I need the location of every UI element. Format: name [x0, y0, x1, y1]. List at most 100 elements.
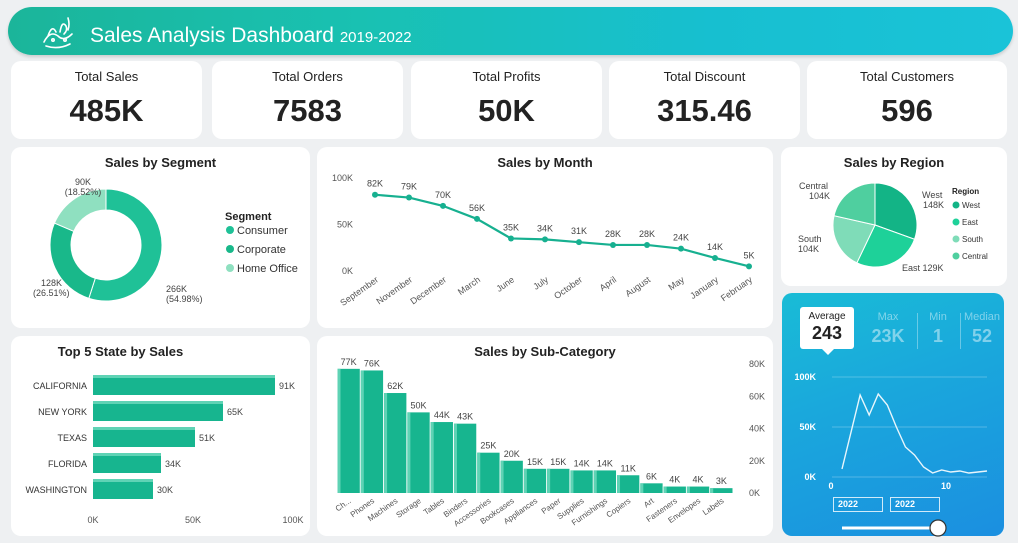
month-line-chart[interactable]: 100K 50K 0K 82K September 79K November 70K Decem…	[317, 147, 773, 328]
state-chart-card[interactable]: Top 5 State by Sales CALIFORNIA 91K NEW YO…	[11, 336, 310, 536]
segment-data-label: 266K	[166, 284, 187, 294]
subcat-data-label: 25K	[480, 441, 496, 451]
subcat-bar-highlight	[430, 422, 434, 493]
median-tile[interactable]: Median 52	[963, 311, 1001, 347]
month-y-tick: 50K	[337, 220, 353, 230]
month-point	[440, 202, 446, 209]
state-category-label: NEW YORK	[38, 407, 87, 417]
state-bar-highlight	[93, 401, 223, 404]
state-bar-highlight	[93, 479, 153, 482]
title-years: 2019-2022	[339, 29, 412, 46]
month-data-label: 56K	[469, 203, 485, 213]
month-chart-title: Sales by Month	[497, 155, 593, 170]
stats-y-tick: 100K	[794, 372, 816, 382]
state-bar-chart[interactable]: CALIFORNIA 91K NEW YORK 65K TEXAS 51K FLORIDA 3…	[11, 336, 310, 536]
dashboard-header: Sales Analysis Dashboard 2019-2022	[8, 7, 1013, 55]
segment-legend-title: Segment	[225, 211, 272, 223]
region-legend-marker	[952, 252, 960, 260]
subcat-column-chart[interactable]: 80K60K40K20K0K77KCh...76KPhones62KMachin…	[317, 336, 773, 536]
month-point	[406, 194, 412, 201]
date-to-input[interactable]: 2022	[890, 497, 940, 512]
subcat-x-tick: Copiers	[605, 496, 633, 519]
month-data-label: 28K	[605, 229, 621, 239]
state-data-label: 34K	[165, 459, 181, 469]
month-x-tick: May	[666, 274, 686, 292]
stats-divider	[917, 313, 918, 349]
date-from-input[interactable]: 2022	[833, 497, 883, 512]
month-data-label: 35K	[503, 222, 519, 232]
month-x-tick: March	[456, 274, 482, 297]
segment-data-pct: (18.52%)	[65, 187, 102, 197]
subcat-bar	[570, 470, 593, 493]
region-legend-title: Region	[952, 187, 979, 196]
state-bar	[93, 427, 195, 447]
stats-sparkline	[841, 392, 988, 474]
month-point	[474, 215, 480, 222]
region-legend-item: Central	[962, 252, 988, 261]
segment-legend-item: Consumer	[237, 225, 288, 237]
region-chart-title: Sales by Region	[843, 155, 945, 170]
kpi-value: 315.46	[657, 93, 752, 128]
average-value: 243	[811, 323, 843, 343]
region-slice-south	[832, 215, 876, 264]
region-chart-card[interactable]: Sales by Region West 148K East 129K South 10…	[781, 147, 1007, 286]
kpi-label: Total Customers	[860, 69, 954, 84]
average-tile[interactable]: Average 243	[800, 307, 854, 355]
subcat-y-tick: 20K	[749, 456, 765, 466]
subcat-data-label: 15K	[527, 457, 543, 467]
month-point	[610, 241, 616, 248]
month-series-line	[374, 193, 750, 268]
title-text: Sales Analysis Dashboard	[90, 24, 334, 47]
month-x-tick: September	[338, 274, 380, 307]
median-label: Median	[963, 311, 1001, 323]
segment-donut-chart[interactable]: 266K(54.98%) 128K(26.51%) 90K(18.52%) Segme…	[11, 147, 310, 328]
month-x-tick: December	[408, 274, 448, 306]
state-category-label: WASHINGTON	[25, 485, 87, 495]
month-chart-card[interactable]: Sales by Month 100K 50K 0K 82K September 79K N…	[317, 147, 773, 328]
stats-divider	[960, 313, 961, 349]
month-x-tick: August	[623, 274, 652, 299]
subcat-bar-highlight	[640, 483, 644, 493]
max-tile[interactable]: Max 23K	[868, 311, 908, 347]
month-point	[508, 235, 514, 242]
max-label: Max	[877, 311, 899, 323]
subcat-bar-highlight	[523, 468, 527, 493]
subcat-bar-highlight	[593, 470, 597, 493]
subcat-chart-title: Sales by Sub-Category	[474, 344, 616, 359]
subcat-bar-highlight	[663, 486, 667, 493]
subcat-bar	[640, 483, 663, 493]
subcat-bar	[430, 422, 453, 493]
min-label: Min	[929, 311, 947, 323]
month-data-label: 24K	[673, 233, 689, 243]
date-slider[interactable]	[782, 519, 1004, 539]
month-point	[576, 239, 582, 246]
subcat-bar-highlight	[686, 486, 690, 493]
subcat-bar	[360, 370, 384, 493]
subcat-chart-card[interactable]: Sales by Sub-Category 80K 60K 40K 20K 0K 77K C…	[317, 336, 773, 536]
month-data-label: 14K	[707, 242, 723, 252]
segment-chart-card[interactable]: Sales by Segment 266K (54.98%) 128K (26.51%…	[11, 147, 310, 328]
slider-handle[interactable]	[929, 519, 947, 537]
segment-data-pct: (26.51%)	[33, 288, 70, 298]
kpi-total-sales: Total Sales 485K	[11, 61, 202, 139]
subcat-bar-highlight	[547, 468, 551, 493]
state-x-tick: 100K	[282, 515, 303, 525]
state-bar-highlight	[93, 453, 161, 456]
subcat-bar-highlight	[477, 452, 481, 493]
min-tile[interactable]: Min 1	[922, 311, 954, 347]
stats-sparkline-chart: 100K 50K 0K 0 10	[794, 372, 988, 491]
month-point	[746, 263, 752, 270]
kpi-value: 596	[881, 93, 933, 128]
min-value: 1	[932, 326, 943, 346]
kpi-value: 7583	[273, 93, 342, 128]
state-data-label: 51K	[199, 433, 215, 443]
median-value: 52	[971, 326, 993, 346]
stats-y-tick: 50K	[799, 422, 816, 432]
subcat-data-label: 43K	[457, 412, 473, 422]
segment-legend-item: Corporate	[237, 244, 286, 256]
subcat-bar-highlight	[710, 488, 714, 493]
subcat-data-label: 15K	[550, 457, 566, 467]
kpi-total-customers: Total Customers 596	[807, 61, 1007, 139]
segment-data-label: 128K	[41, 278, 62, 288]
